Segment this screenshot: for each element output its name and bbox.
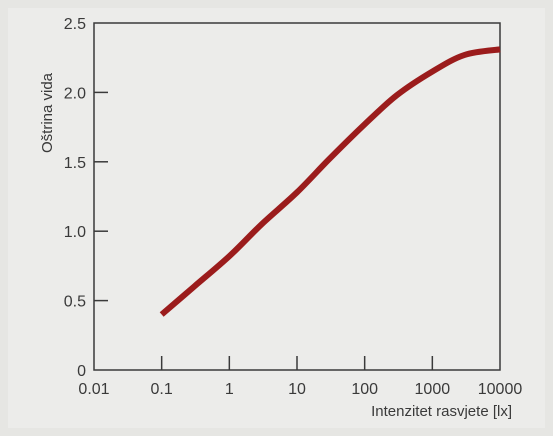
chart-background [8,8,545,428]
y-tick-label: 1.5 [64,155,86,172]
x-tick-label: 0.1 [151,381,173,398]
y-tick-label: 2.5 [64,16,86,33]
x-axis-title: Intenzitet rasvjete [lx] [371,403,512,420]
y-tick-label: 0.5 [64,294,86,311]
y-axis-title: Oštrina vida [39,72,56,153]
x-axis: 0.01 0.1 1 10 100 1000 10000 [78,356,522,398]
acuity-curve [159,46,501,317]
x-tick-label: 10000 [478,381,523,398]
series-layer [159,46,501,317]
x-tick-label: 0.01 [78,381,109,398]
y-tick-label: 0 [77,363,86,380]
y-tick-label: 2.0 [64,85,86,102]
x-tick-label: 1000 [415,381,451,398]
y-tick-label: 1.0 [64,224,86,241]
x-tick-label: 1 [225,381,234,398]
x-tick-label: 100 [351,381,378,398]
x-tick-label: 10 [288,381,306,398]
y-axis: 0 0.5 1.0 1.5 2.0 2.5 [64,16,108,380]
